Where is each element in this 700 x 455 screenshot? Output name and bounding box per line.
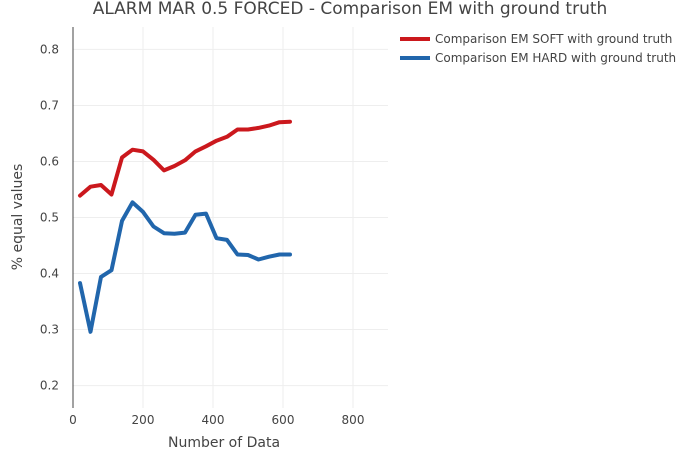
- y-axis-label: % equal values: [10, 164, 26, 271]
- y-tick-label: 0.3: [40, 323, 59, 337]
- legend-label: Comparison EM HARD with ground truth: [435, 51, 676, 65]
- series: [78, 119, 292, 334]
- chart-title: ALARM MAR 0.5 FORCED - Comparison EM wit…: [93, 0, 608, 19]
- y-tick-label: 0.2: [40, 379, 59, 393]
- series-line-soft[interactable]: [78, 119, 292, 198]
- x-axis-label: Number of Data: [168, 435, 280, 450]
- tick-labels: 0.2 0.3 0.4 0.5 0.6 0.7 0.8 0 200 400 600 800: [40, 42, 365, 427]
- x-tick-label: 600: [272, 413, 295, 427]
- legend[interactable]: Comparison EM SOFT with ground truth Comp…: [400, 32, 676, 65]
- x-tick-label: 400: [202, 413, 225, 427]
- gridlines: [73, 27, 388, 408]
- legend-item[interactable]: Comparison EM SOFT with ground truth: [400, 32, 672, 46]
- legend-label: Comparison EM SOFT with ground truth: [435, 32, 672, 46]
- y-tick-label: 0.5: [40, 211, 59, 225]
- legend-item[interactable]: Comparison EM HARD with ground truth: [400, 51, 676, 65]
- y-tick-label: 0.7: [40, 98, 59, 112]
- y-tick-label: 0.4: [40, 267, 59, 281]
- x-tick-label: 800: [342, 413, 365, 427]
- x-tick-label: 0: [69, 413, 77, 427]
- y-tick-label: 0.6: [40, 154, 59, 168]
- series-line-hard[interactable]: [78, 200, 292, 334]
- x-tick-label: 200: [132, 413, 155, 427]
- y-tick-label: 0.8: [40, 42, 59, 56]
